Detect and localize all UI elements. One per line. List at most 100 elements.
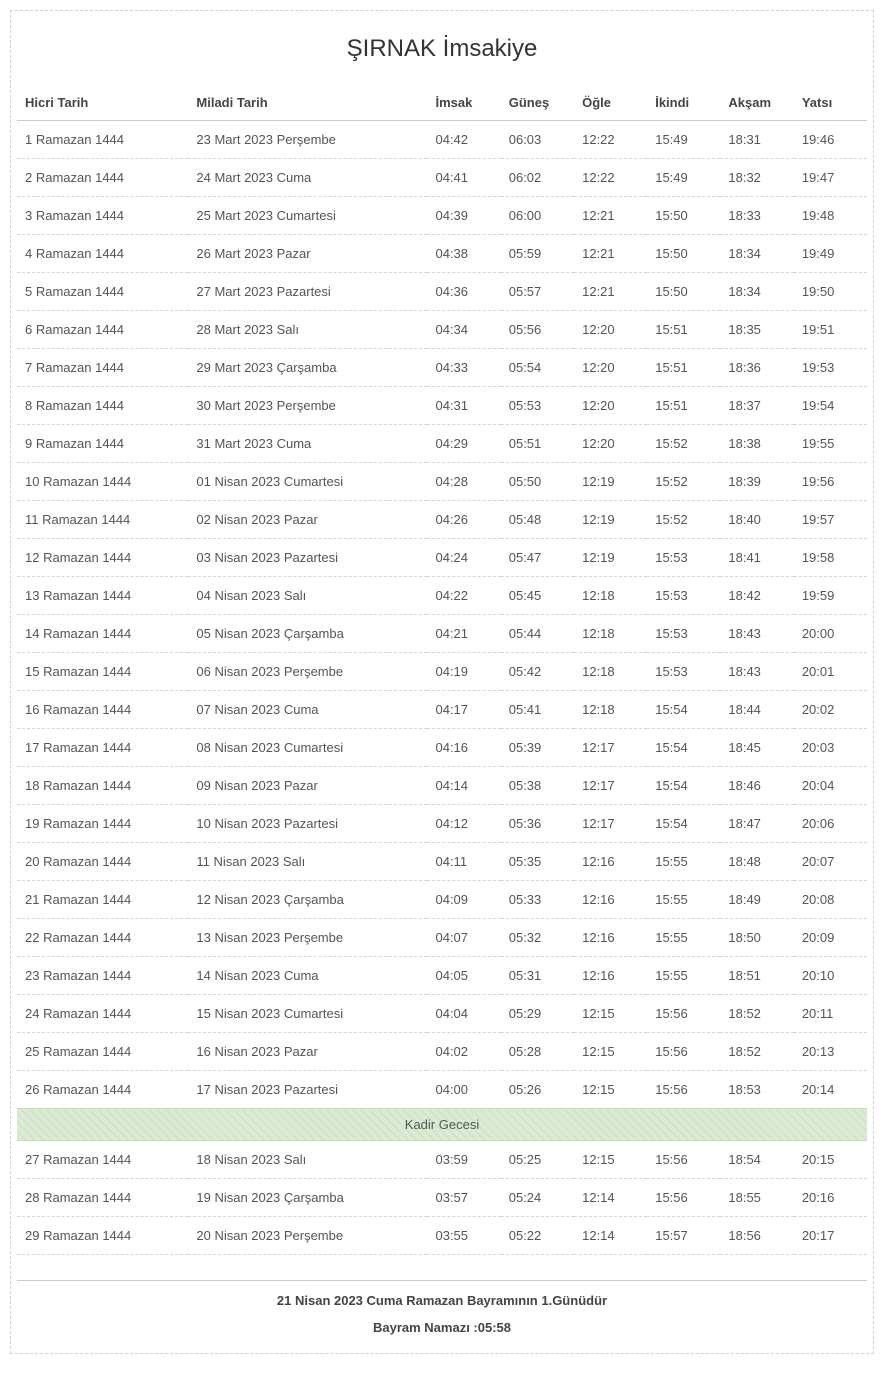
table-row: 29 Ramazan 144420 Nisan 2023 Perşembe03:… bbox=[17, 1217, 867, 1255]
cell-miladi: 18 Nisan 2023 Salı bbox=[188, 1141, 427, 1179]
cell-gunes: 05:56 bbox=[501, 311, 574, 349]
cell-yatsi: 19:50 bbox=[794, 273, 867, 311]
col-ogle: Öğle bbox=[574, 85, 647, 121]
cell-gunes: 05:45 bbox=[501, 577, 574, 615]
table-row: 9 Ramazan 144431 Mart 2023 Cuma04:2905:5… bbox=[17, 425, 867, 463]
cell-gunes: 05:35 bbox=[501, 843, 574, 881]
cell-aksam: 18:43 bbox=[720, 615, 793, 653]
table-row: 1 Ramazan 144423 Mart 2023 Perşembe04:42… bbox=[17, 121, 867, 159]
cell-ikindi: 15:50 bbox=[647, 235, 720, 273]
table-row: 17 Ramazan 144408 Nisan 2023 Cumartesi04… bbox=[17, 729, 867, 767]
col-aksam: Akşam bbox=[720, 85, 793, 121]
cell-ikindi: 15:53 bbox=[647, 653, 720, 691]
table-row: 11 Ramazan 144402 Nisan 2023 Pazar04:260… bbox=[17, 501, 867, 539]
cell-gunes: 05:29 bbox=[501, 995, 574, 1033]
cell-gunes: 05:38 bbox=[501, 767, 574, 805]
table-row: 25 Ramazan 144416 Nisan 2023 Pazar04:020… bbox=[17, 1033, 867, 1071]
cell-ogle: 12:16 bbox=[574, 881, 647, 919]
cell-gunes: 05:48 bbox=[501, 501, 574, 539]
table-row: 22 Ramazan 144413 Nisan 2023 Perşembe04:… bbox=[17, 919, 867, 957]
cell-imsak: 04:02 bbox=[427, 1033, 500, 1071]
cell-imsak: 03:59 bbox=[427, 1141, 500, 1179]
cell-hicri: 22 Ramazan 1444 bbox=[17, 919, 188, 957]
cell-gunes: 05:32 bbox=[501, 919, 574, 957]
cell-gunes: 05:53 bbox=[501, 387, 574, 425]
cell-ikindi: 15:52 bbox=[647, 501, 720, 539]
table-row: 21 Ramazan 144412 Nisan 2023 Çarşamba04:… bbox=[17, 881, 867, 919]
cell-imsak: 04:28 bbox=[427, 463, 500, 501]
cell-gunes: 05:24 bbox=[501, 1179, 574, 1217]
cell-hicri: 5 Ramazan 1444 bbox=[17, 273, 188, 311]
table-row: 2 Ramazan 144424 Mart 2023 Cuma04:4106:0… bbox=[17, 159, 867, 197]
cell-yatsi: 20:02 bbox=[794, 691, 867, 729]
col-hicri: Hicri Tarih bbox=[17, 85, 188, 121]
cell-aksam: 18:32 bbox=[720, 159, 793, 197]
cell-miladi: 10 Nisan 2023 Pazartesi bbox=[188, 805, 427, 843]
cell-ogle: 12:18 bbox=[574, 615, 647, 653]
cell-gunes: 06:02 bbox=[501, 159, 574, 197]
cell-imsak: 04:34 bbox=[427, 311, 500, 349]
cell-imsak: 04:26 bbox=[427, 501, 500, 539]
cell-gunes: 05:25 bbox=[501, 1141, 574, 1179]
cell-aksam: 18:34 bbox=[720, 235, 793, 273]
cell-hicri: 25 Ramazan 1444 bbox=[17, 1033, 188, 1071]
cell-ogle: 12:20 bbox=[574, 349, 647, 387]
cell-miladi: 02 Nisan 2023 Pazar bbox=[188, 501, 427, 539]
cell-hicri: 24 Ramazan 1444 bbox=[17, 995, 188, 1033]
imsakiye-container: ŞIRNAK İmsakiye Hicri Tarih Miladi Tarih… bbox=[10, 10, 874, 1354]
cell-aksam: 18:52 bbox=[720, 995, 793, 1033]
cell-imsak: 04:12 bbox=[427, 805, 500, 843]
cell-miladi: 03 Nisan 2023 Pazartesi bbox=[188, 539, 427, 577]
cell-ikindi: 15:53 bbox=[647, 615, 720, 653]
table-row: 27 Ramazan 144418 Nisan 2023 Salı03:5905… bbox=[17, 1141, 867, 1179]
cell-imsak: 04:19 bbox=[427, 653, 500, 691]
cell-aksam: 18:39 bbox=[720, 463, 793, 501]
cell-miladi: 07 Nisan 2023 Cuma bbox=[188, 691, 427, 729]
cell-imsak: 03:57 bbox=[427, 1179, 500, 1217]
cell-imsak: 04:00 bbox=[427, 1071, 500, 1109]
cell-aksam: 18:49 bbox=[720, 881, 793, 919]
table-row: 26 Ramazan 144417 Nisan 2023 Pazartesi04… bbox=[17, 1071, 867, 1109]
kadir-gecesi-label: Kadir Gecesi bbox=[17, 1109, 867, 1141]
cell-miladi: 25 Mart 2023 Cumartesi bbox=[188, 197, 427, 235]
cell-imsak: 04:11 bbox=[427, 843, 500, 881]
cell-gunes: 05:44 bbox=[501, 615, 574, 653]
cell-aksam: 18:45 bbox=[720, 729, 793, 767]
cell-ogle: 12:19 bbox=[574, 539, 647, 577]
table-row: 4 Ramazan 144426 Mart 2023 Pazar04:3805:… bbox=[17, 235, 867, 273]
cell-hicri: 8 Ramazan 1444 bbox=[17, 387, 188, 425]
cell-miladi: 09 Nisan 2023 Pazar bbox=[188, 767, 427, 805]
cell-imsak: 04:21 bbox=[427, 615, 500, 653]
cell-imsak: 04:31 bbox=[427, 387, 500, 425]
cell-ikindi: 15:51 bbox=[647, 311, 720, 349]
cell-aksam: 18:41 bbox=[720, 539, 793, 577]
cell-aksam: 18:33 bbox=[720, 197, 793, 235]
cell-gunes: 05:22 bbox=[501, 1217, 574, 1255]
cell-yatsi: 20:04 bbox=[794, 767, 867, 805]
cell-gunes: 05:59 bbox=[501, 235, 574, 273]
col-miladi: Miladi Tarih bbox=[188, 85, 427, 121]
cell-ikindi: 15:56 bbox=[647, 1179, 720, 1217]
col-yatsi: Yatsı bbox=[794, 85, 867, 121]
cell-yatsi: 19:53 bbox=[794, 349, 867, 387]
cell-ikindi: 15:54 bbox=[647, 729, 720, 767]
cell-imsak: 04:22 bbox=[427, 577, 500, 615]
table-row: 24 Ramazan 144415 Nisan 2023 Cumartesi04… bbox=[17, 995, 867, 1033]
cell-yatsi: 20:17 bbox=[794, 1217, 867, 1255]
cell-yatsi: 20:13 bbox=[794, 1033, 867, 1071]
cell-ogle: 12:15 bbox=[574, 1033, 647, 1071]
cell-hicri: 27 Ramazan 1444 bbox=[17, 1141, 188, 1179]
cell-aksam: 18:31 bbox=[720, 121, 793, 159]
cell-aksam: 18:52 bbox=[720, 1033, 793, 1071]
cell-ogle: 12:22 bbox=[574, 121, 647, 159]
cell-imsak: 04:05 bbox=[427, 957, 500, 995]
cell-hicri: 21 Ramazan 1444 bbox=[17, 881, 188, 919]
cell-yatsi: 19:59 bbox=[794, 577, 867, 615]
cell-miladi: 14 Nisan 2023 Cuma bbox=[188, 957, 427, 995]
cell-gunes: 05:41 bbox=[501, 691, 574, 729]
cell-aksam: 18:48 bbox=[720, 843, 793, 881]
cell-gunes: 05:42 bbox=[501, 653, 574, 691]
table-row: 18 Ramazan 144409 Nisan 2023 Pazar04:140… bbox=[17, 767, 867, 805]
cell-yatsi: 19:46 bbox=[794, 121, 867, 159]
cell-hicri: 7 Ramazan 1444 bbox=[17, 349, 188, 387]
